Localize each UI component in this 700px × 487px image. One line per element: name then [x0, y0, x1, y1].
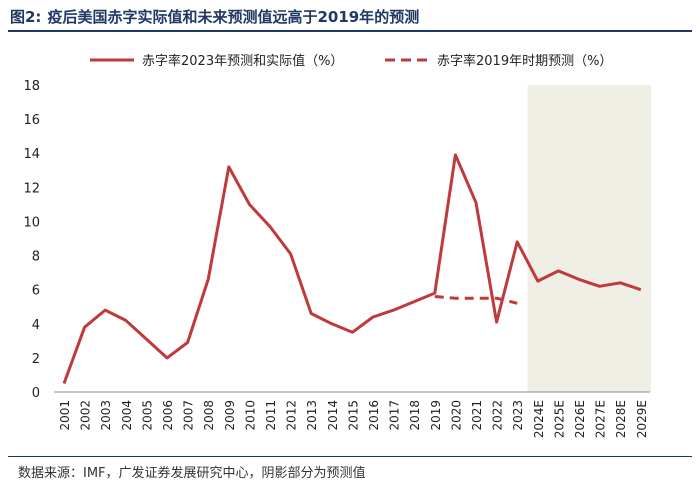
x-tick-label: 2020	[449, 400, 463, 431]
y-tick-label: 4	[32, 318, 40, 333]
y-tick-label: 6	[32, 284, 40, 299]
legend-label-1: 赤字率2023年预测和实际值（%）	[142, 53, 343, 69]
title-rule	[8, 30, 692, 32]
x-tick-label: 2008	[202, 400, 216, 431]
series-lines	[62, 153, 642, 385]
x-tick-label: 2007	[182, 400, 196, 431]
y-tick-label: 2	[32, 352, 40, 367]
x-tick-label: 2025E	[552, 400, 566, 438]
source-rule	[8, 456, 692, 457]
x-tick-label: 2001	[58, 400, 72, 431]
x-tick-label: 2009	[223, 400, 237, 431]
legend: 赤字率2023年预测和实际值（%） 赤字率2019年时期预测（%）	[90, 53, 612, 69]
x-tick-label: 2023	[511, 400, 525, 431]
x-tick-label: 2013	[305, 400, 319, 431]
x-tick-label: 2021	[470, 400, 484, 431]
x-tick-label: 2004	[120, 400, 134, 431]
y-tick-label: 14	[23, 147, 40, 162]
x-tick-label: 2014	[326, 400, 340, 431]
figure-title: 图2: 疫后美国赤字实际值和未来预测值远高于2019年的预测	[10, 6, 419, 27]
x-tick-label: 2028E	[614, 400, 628, 438]
x-tick-label: 2029E	[635, 400, 649, 438]
x-tick-label: 2016	[367, 400, 381, 431]
x-tick-label: 2003	[99, 400, 113, 431]
forecast-shading	[527, 85, 652, 392]
source-note: 数据来源：IMF，广发证券发展研究中心，阴影部分为预测值	[18, 466, 366, 481]
legend-label-2: 赤字率2019年时期预测（%）	[437, 53, 612, 69]
x-tick-label: 2017	[388, 400, 402, 431]
series-line-2	[434, 295, 518, 305]
y-tick-label: 18	[23, 79, 40, 94]
series-line-1	[62, 153, 642, 385]
x-tick-label: 2012	[285, 400, 299, 431]
figure-title-text: 疫后美国赤字实际值和未来预测值远高于2019年的预测	[47, 8, 420, 26]
x-tick-label: 2011	[264, 400, 278, 431]
figure-number: 图2:	[10, 8, 42, 26]
y-tick-label: 8	[32, 250, 40, 265]
x-tick-label: 2006	[161, 400, 175, 431]
x-tick-label: 2019	[429, 400, 443, 431]
y-tick-label: 16	[23, 113, 40, 128]
x-tick-label: 2005	[140, 400, 154, 431]
x-tick-label: 2002	[79, 400, 93, 431]
y-tick-label: 10	[23, 215, 40, 230]
y-tick-label: 12	[23, 181, 40, 196]
axes: 0 2 4 6 8 10 12 14 16 18 2001 2002 2003 2004 2005 2006 2…	[23, 79, 650, 438]
x-tick-label: 2018	[408, 400, 422, 431]
x-tick-label: 2026E	[573, 400, 587, 438]
x-tick-label: 2027E	[594, 400, 608, 438]
x-tick-label: 2015	[346, 400, 360, 431]
y-tick-label: 0	[32, 386, 40, 401]
x-tick-label: 2010	[243, 400, 257, 431]
x-tick-label: 2024E	[532, 400, 546, 438]
forecast-shade-rect	[527, 85, 652, 392]
x-tick-label: 2022	[491, 400, 505, 431]
